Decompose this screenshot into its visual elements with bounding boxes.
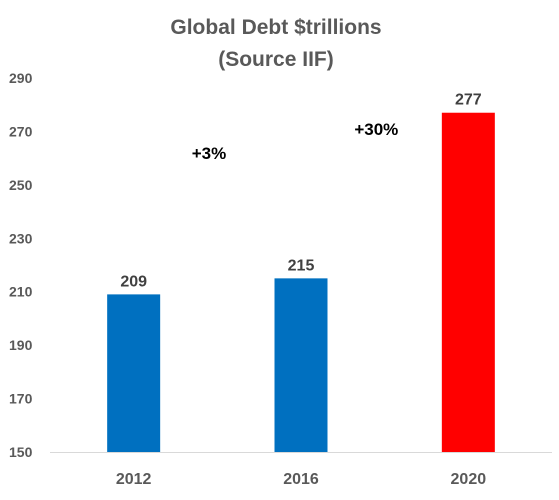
y-tick-label: 270 [9, 123, 33, 139]
bar-2012 [107, 294, 161, 452]
x-tick-label-2020: 2020 [451, 471, 487, 488]
data-label-2016: 215 [288, 257, 315, 274]
growth-annotation-1: +3% [192, 144, 227, 163]
data-labels: 209 215 277 [120, 92, 481, 291]
y-axis: 150 170 190 210 230 250 270 290 [9, 70, 33, 460]
y-tick-label: 150 [9, 444, 33, 460]
growth-annotation-2: +30% [354, 120, 398, 139]
chart-title-line-1: Global Debt $trillions [170, 16, 381, 39]
x-tick-label-2016: 2016 [283, 471, 319, 488]
y-tick-label: 290 [9, 70, 33, 86]
x-tick-label-2012: 2012 [116, 471, 152, 488]
annotations: +3% +30% [192, 120, 399, 163]
data-label-2012: 209 [120, 273, 147, 290]
chart-title-line-2: (Source IIF) [218, 48, 334, 71]
y-tick-label: 170 [9, 391, 33, 407]
bar-2020 [441, 112, 495, 452]
x-axis: 2012 2016 2020 [116, 471, 486, 488]
bar-2016 [274, 278, 328, 452]
y-tick-label: 250 [9, 177, 33, 193]
data-label-2020: 277 [455, 92, 482, 109]
y-tick-label: 190 [9, 337, 33, 353]
y-tick-label: 230 [9, 230, 33, 246]
bars [107, 112, 495, 452]
y-tick-label: 210 [9, 284, 33, 300]
